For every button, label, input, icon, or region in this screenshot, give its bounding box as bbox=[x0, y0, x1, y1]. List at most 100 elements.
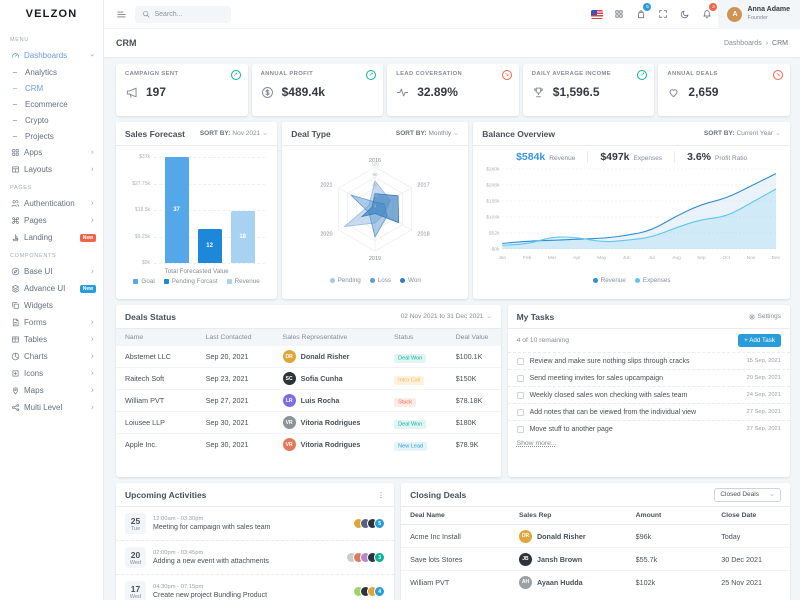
fullscreen-button[interactable] bbox=[652, 0, 674, 28]
sidebar-item-tables[interactable]: Tables bbox=[10, 331, 103, 348]
chevron-down-icon bbox=[262, 131, 268, 137]
chevron-down-icon bbox=[769, 492, 775, 498]
deal-value: $150K bbox=[446, 367, 501, 390]
sidebar-item-label: Widgets bbox=[24, 301, 53, 310]
stat-value: $489.4k bbox=[281, 85, 325, 99]
legend-item: Pending bbox=[329, 277, 361, 284]
sidebar-item-widgets[interactable]: Widgets bbox=[10, 297, 103, 314]
column-header[interactable]: Close Date bbox=[712, 507, 790, 525]
sidebar-item-crypto[interactable]: Crypto bbox=[10, 112, 103, 128]
user-menu[interactable]: A Anna Adame Founder bbox=[718, 0, 800, 28]
task-checkbox[interactable] bbox=[516, 357, 524, 365]
sidebar-item-projects[interactable]: Projects bbox=[10, 128, 103, 144]
legend-item: Revenue bbox=[592, 277, 626, 284]
sidebar-item-analytics[interactable]: Analytics bbox=[10, 64, 103, 80]
column-header[interactable]: Last Contacted bbox=[196, 329, 274, 346]
deals-status-title: Deals Status bbox=[125, 311, 177, 322]
stat-card-annual-deals: ANNUAL DEALS ↘ 2,659 bbox=[658, 64, 790, 116]
activity-title: Meeting for campaign with sales team bbox=[153, 524, 271, 531]
sidebar-item-icons[interactable]: Icons bbox=[10, 365, 103, 382]
task-checkbox[interactable] bbox=[516, 391, 524, 399]
sidebar-item-base-ui[interactable]: Base UI bbox=[10, 263, 103, 280]
dark-mode-button[interactable] bbox=[674, 0, 696, 28]
deal-type-card: Deal Type SORT BY: Monthly 2016 2017 2018 20… bbox=[282, 122, 469, 299]
closing-deals-card: Closing Deals Closed Deals Deal Name Sale… bbox=[401, 483, 790, 600]
closing-deals-filter[interactable]: Closed Deals bbox=[714, 487, 781, 502]
table-row: Apple Inc. Sep 30, 2021 VR Vitoria Rodrig… bbox=[116, 433, 501, 455]
sales-forecast-sort[interactable]: SORT BY: Nov 2021 bbox=[200, 130, 268, 137]
new-badge: New bbox=[79, 233, 96, 242]
column-header[interactable]: Status bbox=[385, 329, 447, 346]
deal-type-sort[interactable]: SORT BY: Monthly bbox=[396, 130, 459, 137]
task-checkbox[interactable] bbox=[516, 425, 524, 433]
deals-status-range[interactable]: 02 Nov 2021 to 31 Dec 2021 bbox=[401, 313, 492, 320]
sidebar-item-maps[interactable]: Maps bbox=[10, 382, 103, 399]
closing-deals-table: Deal Name Sales Rep Amount Close Date Acme … bbox=[401, 507, 790, 593]
sidebar-item-charts[interactable]: Charts bbox=[10, 348, 103, 365]
sidebar-item-dashboards[interactable]: Dashboards bbox=[10, 47, 103, 64]
cart-button[interactable]: 5 bbox=[630, 0, 652, 28]
deals-status-card: Deals Status 02 Nov 2021 to 31 Dec 2021 … bbox=[116, 305, 501, 477]
breadcrumb-item[interactable]: CRM bbox=[772, 39, 788, 47]
sidebar-item-apps[interactable]: Apps bbox=[10, 144, 103, 161]
svg-text:Dec: Dec bbox=[772, 255, 781, 261]
velzon-logo[interactable]: VELZON bbox=[25, 8, 78, 20]
show-more-link[interactable]: Show more... bbox=[516, 440, 557, 447]
svg-text:May: May bbox=[597, 255, 607, 261]
chevron-right-icon bbox=[89, 166, 96, 173]
deals-status-table: Name Last Contacted Sales Representative St… bbox=[116, 329, 501, 455]
task-date: 27 Sep, 2021 bbox=[746, 426, 782, 432]
sidebar-item-advance-ui[interactable]: Advance UI New bbox=[10, 280, 103, 297]
activity-item: 20 Wed 02:00pm - 03:45pm Adding a new even… bbox=[116, 540, 395, 574]
notifications-button[interactable]: 3 bbox=[696, 0, 718, 28]
breadcrumb-item[interactable]: Dashboards bbox=[723, 39, 762, 47]
add-task-button[interactable]: + Add Task bbox=[738, 334, 781, 347]
sidebar-item-crm[interactable]: CRM bbox=[10, 80, 103, 96]
column-header[interactable]: Sales Rep bbox=[509, 507, 627, 525]
stat-label: CAMPAIGN SENT bbox=[125, 71, 179, 77]
column-header[interactable]: Name bbox=[116, 329, 197, 346]
sidebar-item-forms[interactable]: Forms bbox=[10, 314, 103, 331]
sidebar-item-label: Layouts bbox=[24, 165, 53, 174]
sidebar-item-landing[interactable]: Landing New bbox=[10, 229, 103, 246]
deal-value: $100.1K bbox=[455, 352, 483, 361]
legend-item: Loss bbox=[369, 277, 391, 284]
search-input[interactable] bbox=[154, 10, 225, 18]
sales-forecast-chart: $37k $27.75k $18.5k $9.25k $0k 37 12 18 bbox=[132, 154, 266, 266]
column-header[interactable]: Deal Name bbox=[401, 507, 510, 525]
language-flag-button[interactable] bbox=[586, 0, 608, 28]
column-header[interactable]: Sales Representative bbox=[273, 329, 386, 346]
last-contacted: Sep 30, 2021 bbox=[196, 433, 274, 455]
deal-name: Loiusee LLP bbox=[116, 411, 197, 434]
balance-overview-sort[interactable]: SORT BY: Current Year bbox=[704, 130, 781, 137]
svg-text:$52k: $52k bbox=[489, 231, 500, 237]
column-header[interactable]: Amount bbox=[626, 507, 713, 525]
sidebar-item-authentication[interactable]: Authentication bbox=[10, 195, 103, 212]
deal-type-title: Deal Type bbox=[291, 128, 331, 139]
more-menu-icon[interactable] bbox=[377, 491, 385, 499]
task-date: 27 Sep, 2021 bbox=[746, 409, 782, 415]
sidebar-item-layouts[interactable]: Layouts bbox=[10, 161, 103, 178]
column-header[interactable]: Deal Value bbox=[446, 329, 501, 346]
task-checkbox[interactable] bbox=[516, 408, 524, 416]
table-row: Loiusee LLP Sep 30, 2021 VR Vitoria Rodri… bbox=[116, 411, 501, 434]
sidebar-item-pages[interactable]: Pages bbox=[10, 212, 103, 229]
task-text: Review and make sure nothing slips throu… bbox=[529, 357, 690, 365]
apps-grid-button[interactable] bbox=[608, 0, 630, 28]
sidebar-item-ecommerce[interactable]: Ecommerce bbox=[10, 96, 103, 112]
attendee-count-badge: 3 bbox=[374, 552, 386, 563]
sidebar-item-label: Base UI bbox=[24, 267, 53, 276]
chevron-down-icon bbox=[89, 52, 96, 59]
svg-text:60: 60 bbox=[373, 183, 378, 188]
y-axis-tick: $0k bbox=[141, 260, 150, 266]
hamburger-icon[interactable] bbox=[116, 9, 127, 20]
avatar-group: 5 bbox=[353, 518, 386, 529]
sidebar-item-label: Tables bbox=[24, 335, 48, 344]
chevron-right-icon bbox=[89, 353, 96, 360]
avatar: AH bbox=[518, 575, 532, 589]
widgets-icon bbox=[10, 301, 20, 310]
sidebar-item-multi-level[interactable]: Multi Level bbox=[10, 399, 103, 416]
tasks-settings-button[interactable]: Settings bbox=[748, 313, 781, 321]
sidebar-item-label: Multi Level bbox=[24, 403, 63, 412]
task-checkbox[interactable] bbox=[516, 374, 524, 382]
